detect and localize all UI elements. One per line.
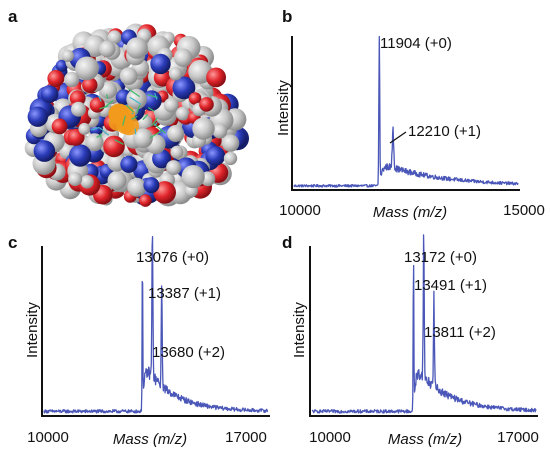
- peak-label-c-2: 13680 (+2): [152, 344, 225, 361]
- axes-b: [291, 36, 520, 191]
- ylabel-c: Intensity: [24, 302, 41, 358]
- xlabel-b: Mass (m/z): [373, 204, 447, 221]
- xlabel-d: Mass (m/z): [388, 431, 462, 448]
- atom-sphere: [89, 97, 105, 113]
- xtick-d-start: 10000: [309, 429, 351, 446]
- atom-sphere: [127, 177, 147, 197]
- atom-sphere: [55, 59, 68, 72]
- atom-sphere: [68, 172, 83, 187]
- panel-letter-a: a: [8, 7, 18, 26]
- panel-letter-b: b: [282, 7, 292, 26]
- atom-sphere: [64, 71, 80, 88]
- atom-sphere: [175, 106, 190, 121]
- xtick-c-end: 17000: [225, 429, 267, 446]
- peak-label-b-1: 12210 (+1): [408, 123, 481, 140]
- atom-sphere: [126, 37, 148, 59]
- spectrum-panel-c: Intensity 10000 17000 Mass (m/z) 13076 (…: [24, 236, 270, 448]
- ylabel-d: Intensity: [291, 302, 308, 358]
- spectrum-panel-b: Intensity 10000 15000 Mass (m/z) 11904 (…: [275, 35, 545, 221]
- spectrum-panel-d: Intensity 10000 17000 Mass (m/z) 13172 (…: [291, 234, 539, 448]
- atom-sphere: [80, 175, 94, 189]
- xtick-b-end: 15000: [503, 202, 545, 219]
- atom-sphere: [82, 77, 98, 93]
- atom-sphere: [120, 155, 138, 173]
- atom-sphere: [75, 56, 99, 81]
- atom-sphere: [141, 90, 162, 111]
- atom-sphere: [199, 97, 214, 112]
- atom-sphere: [33, 140, 56, 162]
- peak-leader-b-1: [389, 131, 407, 144]
- panel-letter-c: c: [8, 233, 17, 252]
- atom-sphere: [163, 97, 179, 113]
- atom-sphere: [69, 90, 86, 106]
- atom-sphere: [139, 194, 152, 207]
- atom-sphere: [40, 85, 59, 103]
- xtick-c-start: 10000: [27, 429, 69, 446]
- atom-sphere: [150, 53, 171, 75]
- axes-d: [309, 246, 538, 417]
- atom-sphere: [103, 135, 125, 158]
- xtick-b-start: 10000: [279, 202, 321, 219]
- atom-sphere: [152, 149, 172, 169]
- spectrum-line-b: [293, 35, 519, 188]
- xlabel-c: Mass (m/z): [113, 431, 187, 448]
- spectrum-line-d: [311, 234, 537, 414]
- atom-sphere: [132, 128, 153, 149]
- peak-label-d-2: 13811 (+2): [424, 324, 496, 341]
- atom-sphere: [168, 67, 183, 81]
- atom-sphere: [223, 151, 238, 166]
- atom-sphere: [170, 145, 184, 159]
- ylabel-b: Intensity: [275, 80, 292, 136]
- spectrum-line-c: [43, 236, 269, 414]
- atom-sphere: [172, 76, 196, 100]
- protein-surface-image: [24, 23, 250, 207]
- atom-sphere: [99, 40, 116, 58]
- peak-label-b-0: 11904 (+0): [380, 35, 452, 52]
- atom-sphere: [69, 144, 92, 167]
- atom-sphere: [205, 146, 226, 166]
- atom-sphere: [166, 160, 182, 176]
- atom-sphere: [221, 134, 240, 152]
- atom-sphere: [107, 30, 122, 45]
- atom-sphere: [188, 92, 202, 105]
- atom-sphere: [47, 70, 65, 87]
- atom-sphere: [212, 123, 228, 139]
- atom-sphere: [181, 165, 205, 189]
- panel-letter-d: d: [282, 233, 292, 252]
- peak-label-c-0: 13076 (+0): [136, 249, 209, 266]
- atom-sphere: [27, 106, 48, 127]
- ligand-mesh: [90, 88, 167, 145]
- atom-sphere: [61, 49, 74, 62]
- atom-sphere: [192, 117, 215, 140]
- atom-sphere: [206, 67, 227, 88]
- atom-sphere: [143, 177, 160, 194]
- atom-sphere: [51, 118, 68, 135]
- peak-label-d-0: 13172 (+0): [404, 249, 477, 266]
- atom-sphere: [167, 125, 185, 142]
- atom-sphere: [78, 122, 91, 135]
- atom-sphere: [126, 88, 147, 110]
- atom-sphere: [85, 133, 104, 152]
- atom-sphere: [107, 170, 127, 191]
- peak-label-c-1: 13387 (+1): [148, 285, 221, 302]
- atom-sphere: [174, 48, 193, 67]
- atom-sphere: [71, 101, 86, 117]
- axes-c: [41, 246, 270, 417]
- atom-sphere: [119, 67, 138, 85]
- peak-label-d-1: 13491 (+1): [414, 277, 487, 294]
- xtick-d-end: 17000: [497, 429, 539, 446]
